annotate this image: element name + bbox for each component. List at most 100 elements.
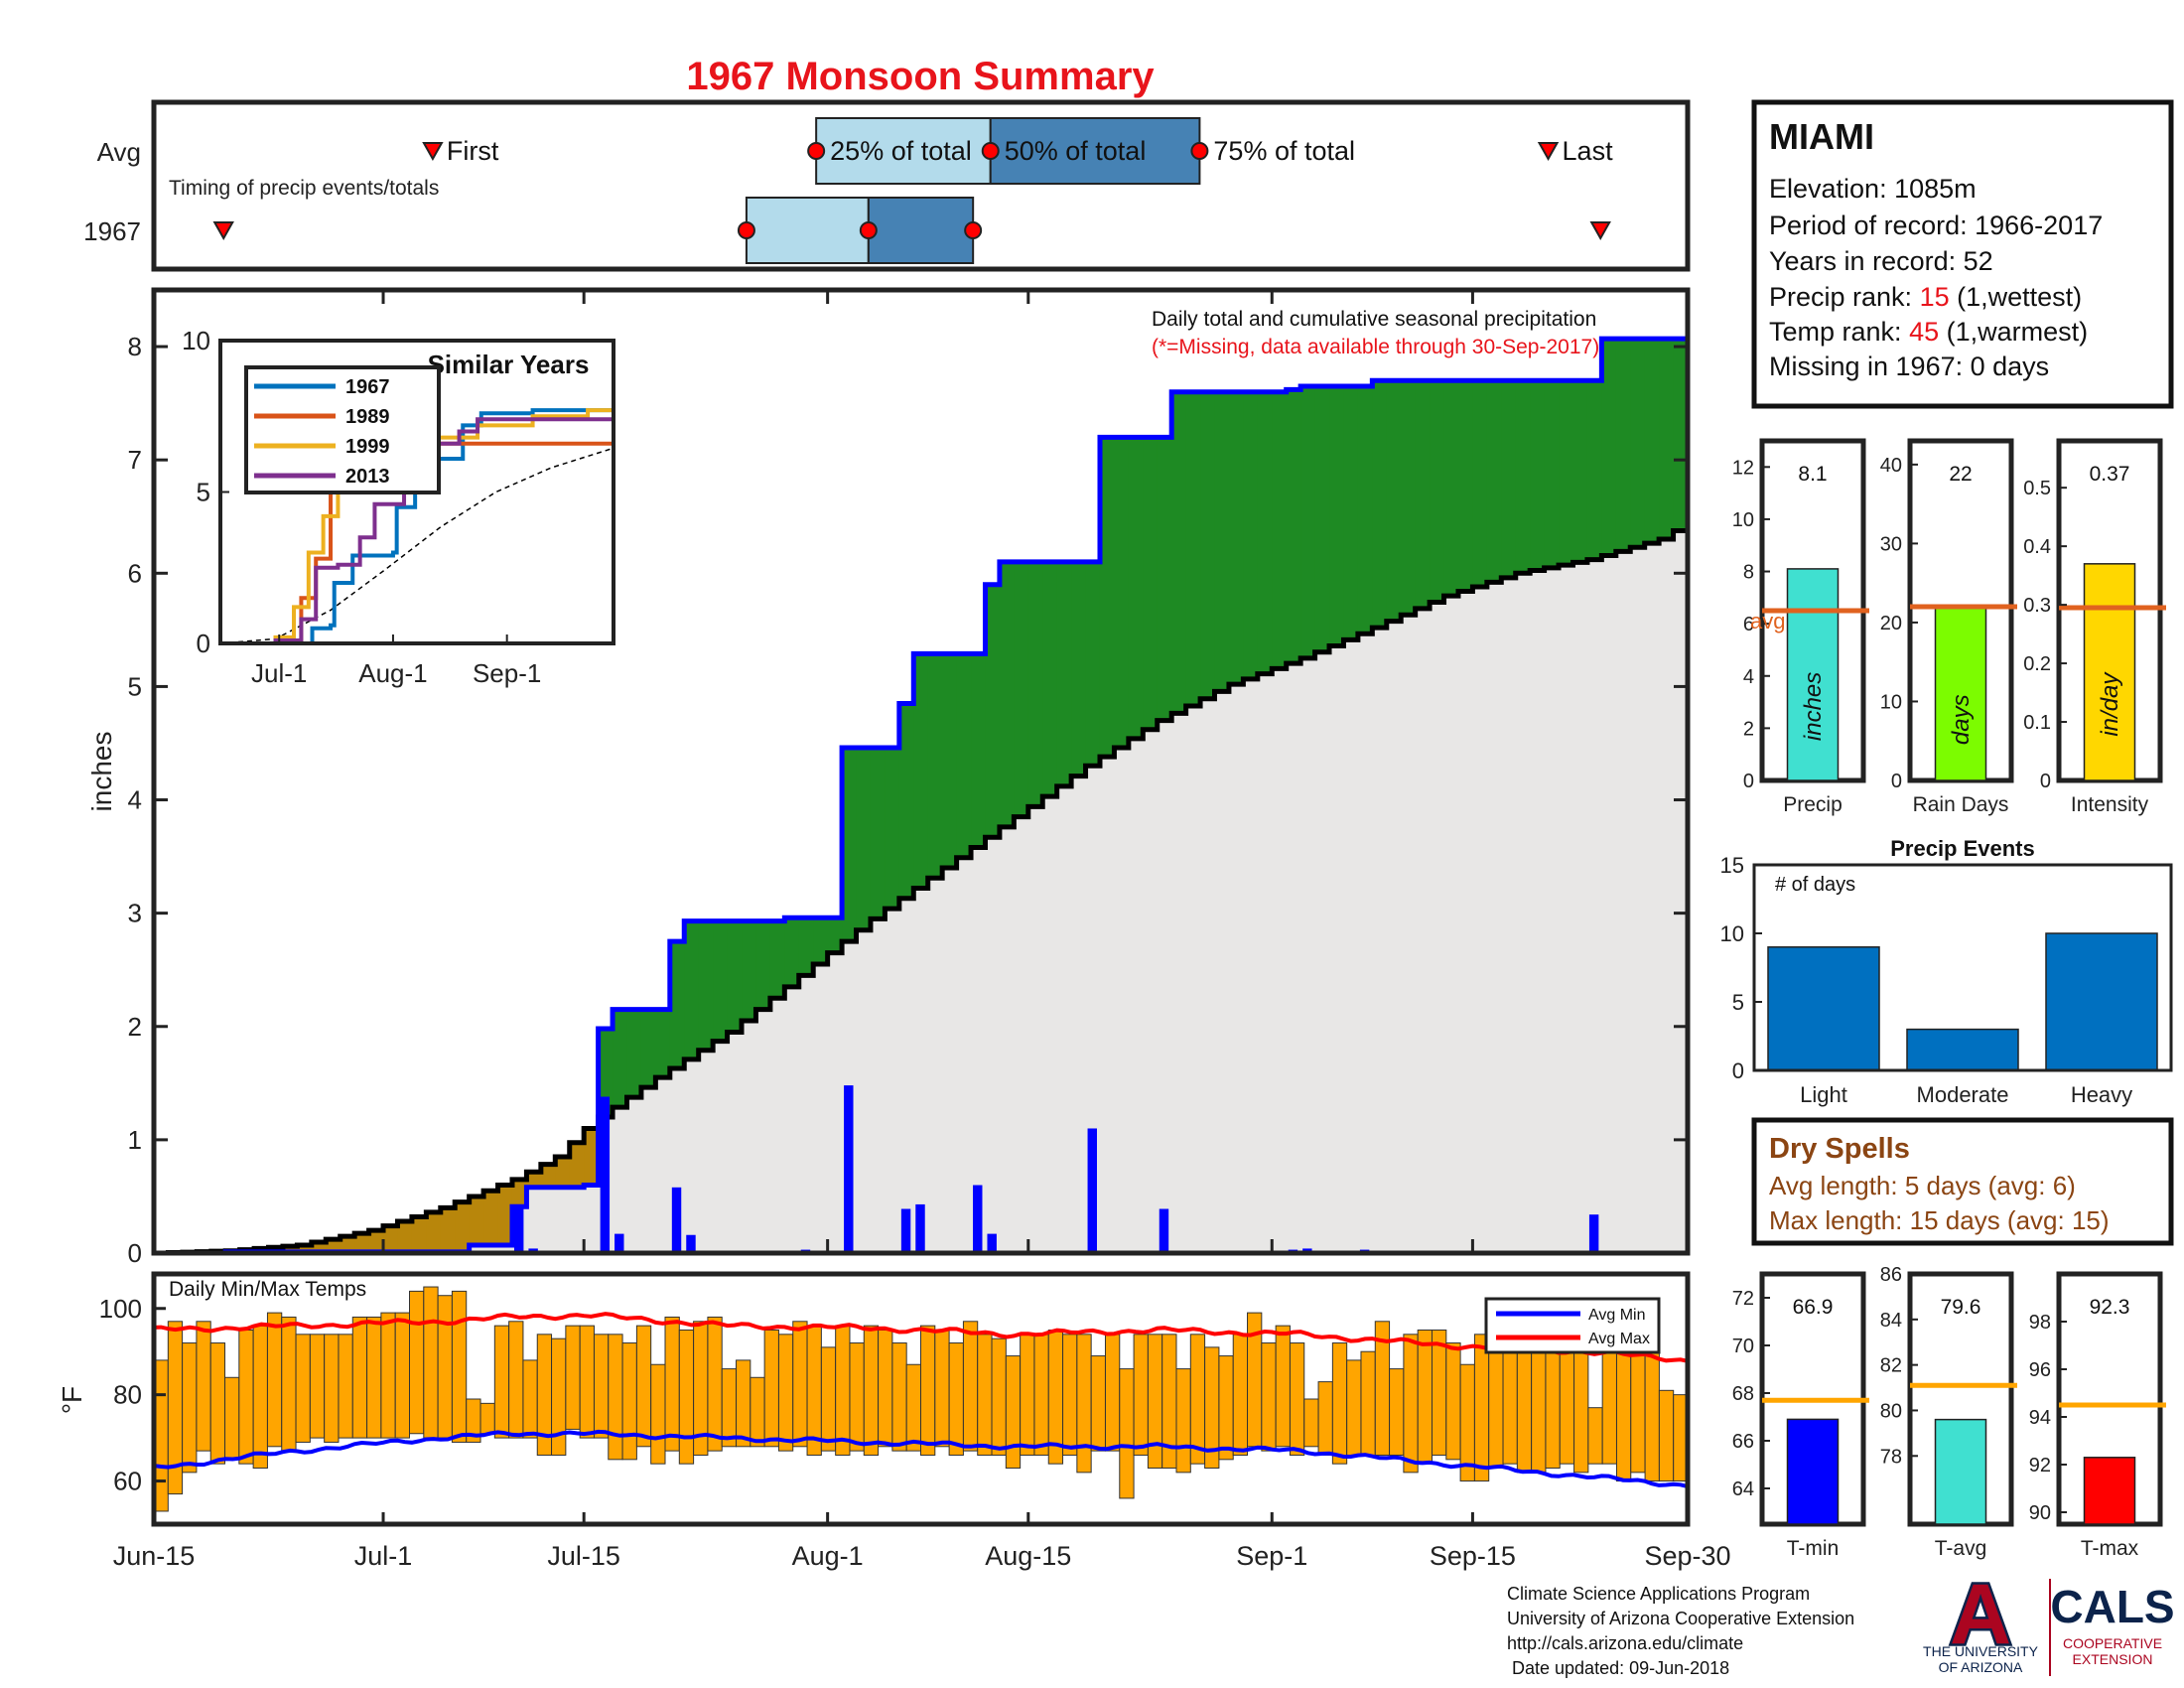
surplus-fill xyxy=(1615,339,1631,552)
daily-temp-bar xyxy=(1331,1342,1348,1465)
surplus-fill xyxy=(1128,437,1144,739)
temp-rank-label: Temp rank: xyxy=(1769,317,1909,347)
summary-intensity-ytick-label: 0.1 xyxy=(2023,712,2051,734)
daily-temp-bar xyxy=(905,1363,922,1452)
surplus-fill xyxy=(655,1009,671,1078)
daily-precip-bar xyxy=(844,1085,854,1253)
temp-summary-t-max-category-label: T-max xyxy=(2081,1537,2139,1560)
station-info-box: MIAMI Elevation: 1085m Period of record:… xyxy=(1751,99,2174,409)
daily-precip-bar xyxy=(900,1208,911,1253)
surplus-fill xyxy=(1673,339,1689,531)
daily-precip-bar xyxy=(1588,1214,1599,1253)
deficit-fill xyxy=(511,1179,528,1207)
surplus-fill xyxy=(1544,380,1560,568)
daily-temp-bar xyxy=(1062,1334,1078,1456)
deficit-fill xyxy=(311,1242,327,1252)
surplus-fill xyxy=(1486,380,1502,583)
surplus-fill xyxy=(798,917,814,976)
daily-temp-bar xyxy=(1175,1368,1191,1474)
station-precip-rank: Precip rank: 15 (1,wettest) xyxy=(1769,282,2082,312)
university-of-arizona-logo: A THE UNIVERSITY OF ARIZONA xyxy=(1923,1565,2039,1676)
surplus-fill xyxy=(813,917,829,964)
summary-precip-ytick-label: 10 xyxy=(1732,509,1754,531)
main-frame xyxy=(151,287,1691,1256)
timing-quartile-marker xyxy=(981,142,1000,160)
summary-unit-label: in/day xyxy=(2097,671,2123,737)
temperature-summary-bars: 64 66 68 70 72 66.9 T-min 78 80 82 84 86 79.6 T-avg 90… xyxy=(1732,1264,2166,1560)
surplus-fill xyxy=(1300,386,1316,658)
timing-quartile-box-dark xyxy=(867,197,975,264)
surplus-fill xyxy=(870,748,887,919)
daily-temp-bar xyxy=(678,1329,695,1465)
temp-ylabel: °F xyxy=(57,1386,87,1414)
surplus-fill xyxy=(1027,561,1043,807)
surplus-fill xyxy=(742,920,757,1022)
date-x-axis: Jun-15 Jul-1 Jul-15 Aug-1 Aug-15 Sep-1 Sep-15 S… xyxy=(113,1512,1731,1571)
surplus-fill xyxy=(669,941,685,1068)
timing-quartile-marker xyxy=(1190,142,1209,160)
temp-summary-t-avg-ytick-label: 82 xyxy=(1880,1355,1902,1377)
average-cumulative-line xyxy=(154,528,1688,1256)
inset-xtick-label: Aug-1 xyxy=(358,658,427,688)
surplus-fill xyxy=(1114,437,1130,749)
deficit-fill xyxy=(584,1128,600,1186)
surplus-fill xyxy=(769,920,785,999)
main-caption: Daily total and cumulative seasonal prec… xyxy=(1152,308,1596,331)
temp-rank-note: (1,warmest) xyxy=(1939,317,2088,347)
inset-average-line xyxy=(219,447,614,644)
daily-temp-bar xyxy=(1432,1329,1447,1456)
inset-ytick-label: 0 xyxy=(197,629,210,658)
main-missing-note: (*=Missing, data available through 30-Se… xyxy=(1152,336,1599,358)
temp-summary-t-max-bar xyxy=(2083,1457,2136,1525)
date-xtick-label: Sep-30 xyxy=(1644,1541,1730,1571)
daily-temp-bar xyxy=(266,1312,283,1448)
surplus-fill xyxy=(613,1009,628,1108)
inset-legend: 1967 1989 1999 2013 xyxy=(254,376,390,488)
dry-spells-max: Max length: 15 days (avg: 15) xyxy=(1769,1205,2110,1235)
summary-intensity-ytick-label: 0 xyxy=(2040,771,2051,792)
surplus-fill xyxy=(1530,380,1546,571)
events-ytick-label: 10 xyxy=(1720,921,1744,946)
station-missing: Missing in 1967: 0 days xyxy=(1769,352,2049,381)
page-title: 1967 Monsoon Summary xyxy=(686,55,1155,98)
daily-temp-bar xyxy=(736,1359,751,1448)
cals-logo: CALS COOPERATIVE EXTENSION xyxy=(2050,1581,2174,1667)
timing-marks: First 25% of total 50% of total 75% of tota… xyxy=(212,117,1613,264)
inset-axes: 0 5 10 Jul-1 Aug-1 Sep-1 xyxy=(182,326,541,688)
main-ytick-label: 6 xyxy=(128,558,142,588)
daily-temp-bar xyxy=(835,1325,851,1456)
surplus-fill xyxy=(1171,391,1187,714)
events-ytick-label: 0 xyxy=(1732,1058,1744,1083)
main-ytick-label: 8 xyxy=(128,332,142,361)
temp-summary-t-max-ytick-label: 98 xyxy=(2029,1312,2051,1334)
daily-temp-bar xyxy=(1601,1350,1617,1465)
surplus-fill xyxy=(1185,391,1201,707)
daily-temp-bar xyxy=(1587,1407,1603,1465)
daily-temp-bar xyxy=(948,1342,964,1456)
surplus-fill xyxy=(1501,380,1517,578)
date-xtick-label: Aug-1 xyxy=(792,1541,864,1571)
summary-unit-label: days xyxy=(1948,694,1975,745)
summary-avg-label: avg xyxy=(1750,609,1785,633)
timing-panel: Avg 1967 Timing of precip events/totals … xyxy=(83,99,1691,272)
daily-temp-bar xyxy=(1615,1346,1632,1482)
summary-precip-ytick-label: 0 xyxy=(1743,771,1754,792)
deficit-fill xyxy=(526,1172,542,1188)
average-cumulative-area xyxy=(154,521,1688,1253)
daily-temp-bar xyxy=(338,1334,353,1439)
main-precip-panel: 0 1 2 3 4 5 6 7 8 inches Daily total and cumulat… xyxy=(86,287,1691,1268)
surplus-fill xyxy=(1214,391,1230,692)
cals-wordmark: CALS xyxy=(2050,1581,2174,1632)
summary-precip-ytick-label: 6 xyxy=(1743,614,1754,635)
footer-credits: Climate Science Applications Program Uni… xyxy=(1507,1584,1854,1678)
summary-rain-days-bar xyxy=(1934,606,1987,781)
temp-frame xyxy=(151,1271,1691,1527)
daily-temp-bar xyxy=(1090,1355,1106,1452)
surplus-fill xyxy=(727,920,743,1033)
daily-temp-bar xyxy=(1317,1381,1333,1456)
temp-legend-max-label: Avg Max xyxy=(1588,1331,1650,1347)
daily-temp-bar xyxy=(635,1325,652,1448)
footer-line4: Date updated: 09-Jun-2018 xyxy=(1507,1658,1729,1678)
main-ytick-label: 2 xyxy=(128,1012,142,1042)
